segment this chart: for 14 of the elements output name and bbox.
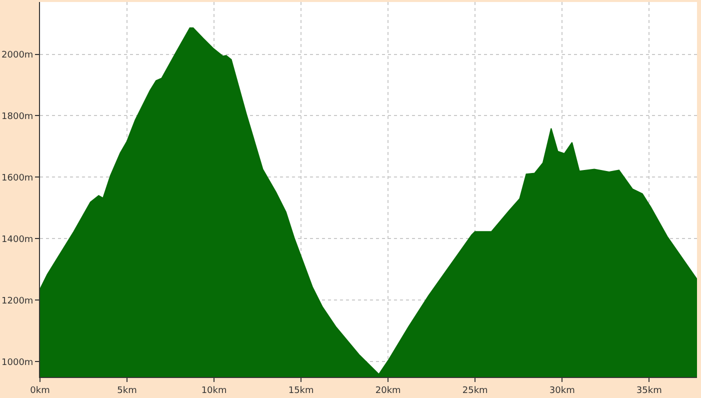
x-tick-label: 30km — [549, 386, 575, 396]
y-tick-label: 1800m — [2, 112, 34, 122]
x-tick-label: 35km — [636, 386, 662, 396]
x-tick-label: 25km — [462, 386, 488, 396]
y-tick-label: 2000m — [2, 50, 34, 60]
x-tick-label: 10km — [201, 386, 227, 396]
x-tick-label: 5km — [117, 386, 137, 396]
y-tick-label: 1600m — [2, 173, 34, 184]
x-tick-label: 20km — [375, 386, 401, 396]
y-tick-label: 1200m — [2, 296, 34, 306]
y-tick-label: 1000m — [2, 358, 34, 368]
y-tick-label: 1400m — [2, 234, 34, 245]
x-tick-label: 0km — [30, 386, 50, 396]
x-tick-label: 15km — [288, 386, 314, 396]
